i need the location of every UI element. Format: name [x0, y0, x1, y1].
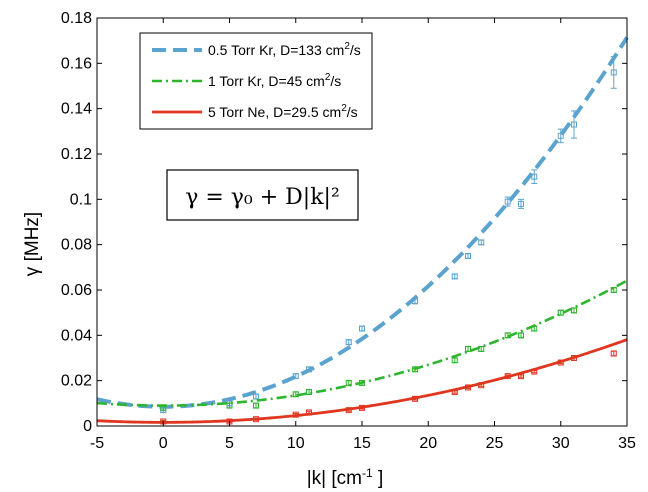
x-tick-label: 25 — [486, 435, 504, 452]
data-point — [451, 273, 458, 280]
data-point — [557, 359, 564, 366]
equation-annotation: γ = γ₀ + D|k|² — [166, 169, 359, 221]
data-point — [359, 325, 365, 332]
data-point — [518, 200, 524, 207]
y-tick-label: 0.12 — [61, 146, 92, 163]
y-tick-label: 0.16 — [61, 55, 92, 72]
x-tick-label: 10 — [287, 435, 305, 452]
data-point — [345, 379, 352, 386]
series-2 — [96, 279, 628, 411]
data-point — [465, 384, 471, 391]
x-tick-label: -5 — [90, 435, 104, 452]
data-point — [531, 173, 538, 180]
data-point — [412, 366, 418, 373]
data-point — [610, 287, 617, 293]
data-point — [531, 368, 538, 375]
data-point — [451, 357, 458, 364]
legend-label-1: 0.5 Torr Kr, D=133 cm2/s — [208, 41, 361, 58]
y-tick-label: 0.1 — [70, 191, 92, 208]
data-point — [478, 345, 485, 352]
data-point — [465, 345, 471, 352]
data-point — [306, 409, 312, 416]
data-point — [253, 402, 259, 409]
x-tick-label: 35 — [618, 435, 636, 452]
data-point — [359, 404, 365, 411]
series-layer — [96, 36, 629, 425]
x-axis-label-sup: -1 — [362, 466, 373, 480]
data-point — [504, 198, 511, 205]
y-tick-label: 0.08 — [61, 237, 92, 254]
x-axis-label-base: |k| [cm — [307, 468, 362, 489]
y-tick-label: 0.18 — [61, 10, 92, 27]
legend: 0.5 Torr Kr, D=133 cm2/s 1 Torr Kr, D=45 … — [139, 32, 373, 130]
y-tick-label: 0.06 — [61, 282, 92, 299]
data-point — [478, 239, 485, 246]
data-point — [504, 332, 511, 339]
y-tick-label: 0.14 — [61, 101, 92, 118]
data-point — [610, 350, 617, 357]
x-tick-label: 20 — [419, 435, 437, 452]
data-point — [518, 332, 524, 339]
equation-text: γ = γ₀ + D|k|² — [185, 185, 340, 210]
data-point — [465, 253, 471, 259]
data-point — [345, 407, 352, 414]
equation-box — [166, 169, 359, 221]
data-point — [306, 389, 312, 395]
y-tick-label: 0 — [83, 418, 92, 435]
data-point — [518, 373, 524, 380]
axes-layer: -5 0 5 10 15 20 25 30 3500.020.040.060.080.10.12… — [61, 10, 636, 452]
data-point — [531, 325, 538, 332]
x-tick-label: 5 — [225, 435, 234, 452]
data-point — [253, 393, 259, 400]
x-axis-label: |k| [cm-1 ] — [307, 466, 384, 489]
data-point — [571, 355, 577, 361]
data-point — [412, 395, 418, 402]
data-point — [571, 307, 577, 314]
data-point — [504, 373, 511, 380]
data-point — [412, 298, 418, 305]
legend-entries: 0.5 Torr Kr, D=133 cm2/s 1 Torr Kr, D=45 … — [152, 41, 361, 120]
data-point — [345, 339, 352, 346]
data-point — [557, 132, 564, 139]
data-point — [253, 416, 259, 423]
x-axis-label-tail: ] — [373, 468, 384, 489]
x-tick-label: 15 — [353, 435, 371, 452]
data-point — [306, 366, 312, 373]
y-tick-label: 0.02 — [61, 373, 92, 390]
data-point — [451, 389, 458, 395]
y-axis-label: γ [MHz] — [22, 212, 43, 276]
data-point — [610, 69, 617, 76]
data-point — [226, 402, 233, 409]
data-point — [292, 411, 299, 418]
legend-label-3: 5 Torr Ne, D=29.5 cm2/s — [208, 103, 358, 120]
data-point — [571, 121, 577, 128]
data-point — [292, 391, 299, 398]
data-point — [160, 404, 167, 411]
legend-label-2: 1 Torr Kr, D=45 cm2/s — [208, 72, 341, 89]
data-point — [557, 309, 564, 316]
data-point — [359, 379, 365, 386]
data-point — [292, 373, 299, 380]
x-tick-label: 30 — [552, 435, 570, 452]
data-point — [478, 382, 485, 389]
y-tick-label: 0.04 — [61, 327, 92, 344]
x-tick-label: 0 — [159, 435, 168, 452]
